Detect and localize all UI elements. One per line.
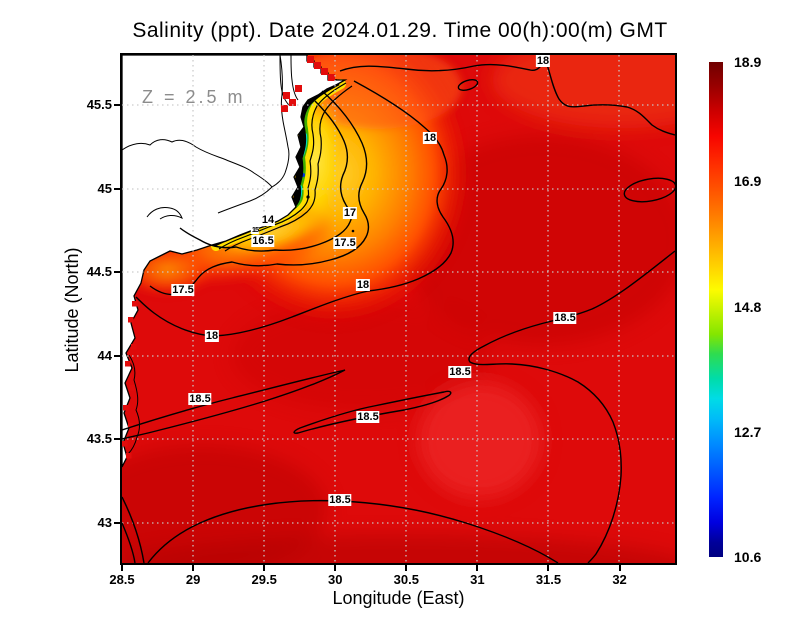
contour-label: 15: [250, 225, 259, 234]
x-tick-mark: [618, 565, 621, 571]
colorbar: [709, 62, 723, 557]
contour-label: 18: [422, 132, 438, 144]
colorbar-tick-label: 14.8: [734, 298, 762, 315]
contour-label: 17: [342, 207, 358, 219]
chart-title: Salinity (ppt). Date 2024.01.29. Time 00…: [132, 19, 668, 42]
contour-label: 16.5: [251, 235, 275, 247]
contour-18-5-sliver-west: [122, 369, 346, 440]
contour-label: 18.5: [553, 312, 577, 324]
y-tick-mark: [114, 354, 120, 357]
y-axis-label: Latitude (North): [62, 247, 82, 373]
y-tick-label: 45: [97, 180, 112, 196]
contour-18-loop-east: [623, 177, 675, 203]
contour-label: 18: [355, 279, 371, 291]
sea-shading: [122, 55, 675, 563]
map-plot-area: Z = 2.5 m 18 18 17 17.5 14 15 16.5 18 17.5 18 18.5…: [120, 53, 677, 565]
contour-label: 18.5: [356, 411, 380, 423]
x-tick-mark: [334, 565, 337, 571]
depth-annotation: Z = 2.5 m: [142, 87, 246, 107]
x-tick-mark: [547, 565, 550, 571]
x-tick-mark: [405, 565, 408, 571]
point-marks: [306, 195, 355, 233]
contour-label: 14: [260, 214, 276, 226]
colorbar-tick-label: 18.9: [734, 54, 762, 70]
x-tick-label: 30: [328, 572, 343, 587]
y-tick-label: 45.5: [86, 97, 112, 113]
x-tick-mark: [192, 565, 195, 571]
coastal-sea-cells: [122, 56, 335, 459]
contour-label: 18: [535, 55, 551, 67]
y-tick-mark: [114, 521, 120, 524]
y-tick-mark: [114, 104, 120, 107]
salinity-map: [122, 55, 675, 563]
contour-18-loop-small: [457, 79, 479, 91]
colorbar-tick-label: 16.9: [734, 173, 762, 190]
contour-18-5-sliver-mid: [293, 390, 452, 434]
contour-corner-sw: [122, 496, 145, 563]
contour-18-north: [339, 57, 675, 136]
graticule-grid: [122, 55, 675, 563]
x-tick-label: 31: [470, 572, 485, 587]
y-tick-mark: [114, 271, 120, 274]
x-tick-label: 29: [185, 572, 201, 587]
x-tick-label: 32: [612, 572, 627, 587]
x-axis-label: Longitude (East): [332, 588, 465, 608]
contour-17: [179, 100, 352, 252]
x-tick-label: 31.5: [535, 572, 562, 587]
contour-label: 17.5: [333, 237, 357, 249]
x-tick-mark: [476, 565, 479, 571]
x-tick-label: 28.5: [109, 572, 135, 587]
colorbar-tick-label: 10.6: [734, 549, 762, 565]
x-tick-label: 29.5: [251, 572, 277, 587]
y-tick-mark: [114, 438, 120, 441]
x-tick-mark: [121, 565, 123, 571]
land-mask: [122, 55, 348, 468]
y-tick-label: 44: [97, 347, 112, 363]
y-tick-label: 44.5: [86, 264, 112, 280]
y-tick-mark: [114, 187, 120, 190]
y-tick-label: 43: [97, 514, 112, 530]
contour-label: 18: [204, 330, 220, 342]
contour-label: 18.5: [188, 393, 212, 405]
contour-label: 18.5: [448, 366, 472, 378]
colorbar-tick-label: 12.7: [734, 423, 762, 440]
x-tick-mark: [263, 565, 266, 571]
x-tick-label: 30.5: [393, 572, 419, 587]
y-tick-label: 43.5: [86, 431, 112, 447]
contour-label: 18.5: [328, 494, 352, 506]
contour-label: 17.5: [171, 284, 195, 296]
